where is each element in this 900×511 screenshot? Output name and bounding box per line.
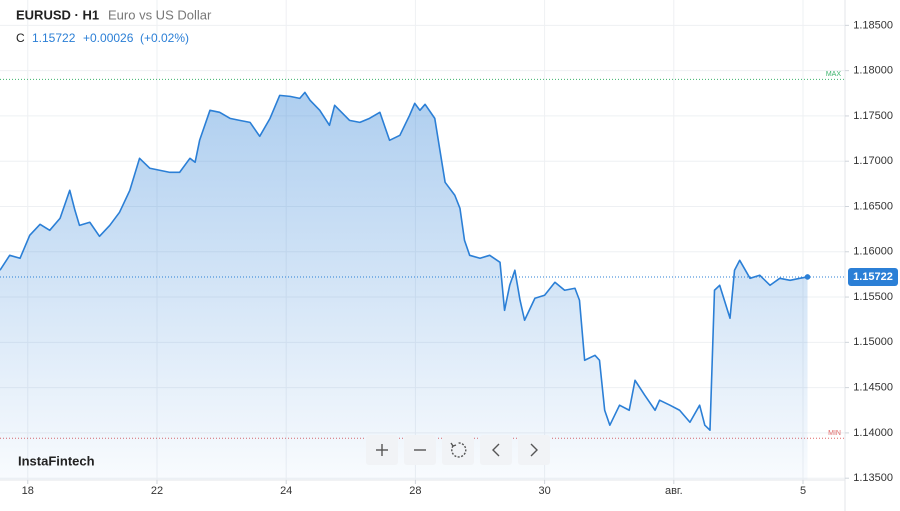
x-tick-label: 22 bbox=[151, 485, 163, 497]
x-tick-label: 30 bbox=[538, 485, 550, 497]
min-line-label: MIN bbox=[828, 430, 841, 437]
subtitle: Euro vs US Dollar bbox=[108, 7, 212, 22]
last-price-tag bbox=[848, 267, 898, 286]
quote-label: C bbox=[16, 31, 25, 45]
y-tick-label: 1.16000 bbox=[853, 246, 893, 258]
scroll-left-button[interactable] bbox=[480, 435, 512, 465]
x-tick-label: 24 bbox=[280, 485, 292, 497]
x-tick-label: 28 bbox=[409, 485, 421, 497]
zoom-out-button[interactable] bbox=[404, 435, 436, 465]
zoom-in-button[interactable] bbox=[366, 435, 398, 465]
y-tick-label: 1.14500 bbox=[853, 382, 893, 394]
symbol: EURUSD · H1 bbox=[16, 7, 99, 22]
y-tick-label: 1.17500 bbox=[853, 110, 893, 122]
brand-logo: InstaFintech bbox=[18, 453, 95, 468]
reset-button[interactable] bbox=[442, 435, 474, 465]
y-tick-label: 1.13500 bbox=[853, 472, 893, 484]
price-line bbox=[0, 91, 808, 431]
y-tick-label: 1.17000 bbox=[853, 155, 893, 167]
y-tick-label: 1.14000 bbox=[853, 427, 893, 439]
y-tick-label: 1.15500 bbox=[853, 291, 893, 303]
quote-close: 1.15722 bbox=[32, 31, 76, 45]
x-tick-label: 18 bbox=[22, 485, 34, 497]
y-tick-label: 1.18500 bbox=[853, 19, 893, 31]
x-tick-label: авг. bbox=[665, 485, 683, 497]
y-tick-label: 1.15000 bbox=[853, 336, 893, 348]
y-tick-label: 1.18000 bbox=[853, 65, 893, 77]
quote-change-pct: (+0.02%) bbox=[140, 31, 189, 45]
max-line-label: MAX bbox=[826, 71, 842, 78]
quote-change: +0.00026 bbox=[83, 31, 134, 45]
y-tick-label: 1.16500 bbox=[853, 200, 893, 212]
area bbox=[0, 92, 808, 480]
plot: MAX MIN bbox=[0, 71, 845, 480]
toolbar bbox=[366, 435, 550, 465]
scroll-right-button[interactable] bbox=[518, 435, 550, 465]
x-tick-label: 5 bbox=[800, 485, 806, 497]
last-price-label: 1.15722 bbox=[853, 271, 893, 283]
